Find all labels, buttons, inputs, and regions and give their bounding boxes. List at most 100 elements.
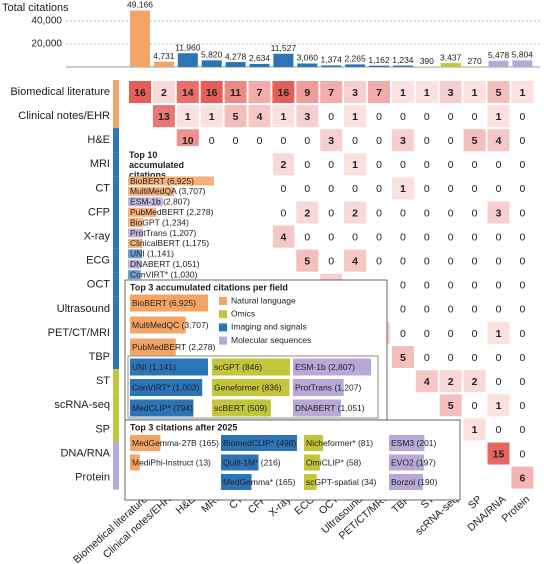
cell-label: 6 (519, 472, 525, 484)
cell-label: 4 (280, 231, 286, 243)
value-label: 11,960 (175, 42, 201, 52)
field-label: MedCLIP* (794) (132, 403, 193, 413)
cell (415, 370, 438, 393)
cell-label: 0 (376, 231, 382, 243)
cell (391, 81, 414, 103)
cell-label: 0 (209, 135, 215, 147)
value-label: 5,478 (488, 50, 510, 60)
top10-label: BioGPT (1,234) (130, 217, 189, 227)
cell-label: 3 (352, 87, 358, 99)
row-label: CFP (88, 206, 110, 218)
cell-label: 0 (496, 280, 502, 292)
cell-label: 1 (352, 159, 358, 171)
cell-label: 0 (233, 135, 239, 147)
top10-label: MultiMedQA (3,707) (130, 186, 206, 196)
field-label: UNI (1,141) (132, 362, 176, 372)
cell-label: 0 (519, 159, 525, 171)
cell-label: 7 (328, 87, 334, 99)
bar (369, 65, 389, 67)
cell-label: 0 (448, 352, 454, 364)
bar (440, 63, 461, 67)
legend-swatch (219, 297, 227, 305)
legend-label: Natural language (231, 295, 296, 305)
value-label: 4,731 (153, 51, 175, 61)
legend-label: Omics (231, 308, 255, 318)
cell (439, 394, 462, 417)
value-label: 1,374 (321, 55, 343, 65)
cell-label: 0 (472, 304, 478, 316)
cell-label: 5 (448, 400, 454, 412)
cell-label: 7 (257, 87, 263, 99)
cell-label: 0 (472, 183, 478, 195)
cell-label: 0 (448, 183, 454, 195)
cell (463, 370, 486, 393)
cell (320, 81, 343, 103)
cell-label: 11 (230, 87, 241, 99)
cell-label: 14 (182, 87, 194, 99)
cell-label: 0 (472, 352, 478, 364)
top10-label: ClinicalBERT (1,175) (130, 238, 209, 248)
top10-label: UNI (1,141) (130, 249, 174, 259)
cell-label: 1 (472, 424, 478, 436)
cell-label: 1 (472, 87, 478, 99)
cell-label: 5 (472, 135, 478, 147)
cell-label: 0 (496, 376, 502, 388)
cell-label: 0 (400, 328, 406, 340)
cell-label: 0 (472, 280, 478, 292)
field-title: Top 3 accumulated citations per field (130, 282, 288, 292)
group-strip (113, 320, 119, 346)
cell-label: 3 (496, 207, 502, 219)
legend-label: Imaging and signals (231, 322, 307, 332)
top10-label: ConVIRT* (1,030) (130, 269, 198, 279)
top10-bar (128, 197, 163, 207)
group-strip (113, 152, 119, 177)
cell-label: 0 (472, 159, 478, 171)
bar (225, 62, 246, 67)
recent-bar (304, 435, 324, 451)
cell-label: 0 (400, 255, 406, 267)
bar (153, 61, 174, 67)
group-strip (113, 104, 119, 129)
cell (320, 129, 343, 152)
cell-label: 9 (304, 87, 310, 99)
cell-label: 3 (400, 135, 406, 147)
bar (249, 63, 270, 67)
cell-label: 5 (233, 111, 239, 123)
row-label: CT (95, 182, 110, 194)
cell-label: 0 (424, 328, 430, 340)
cell-label: 4 (496, 135, 502, 147)
cell-label: 0 (424, 231, 430, 243)
recent-label: scGPT-spatial (34) (306, 477, 377, 487)
recent-label: MedGemma* (165) (223, 477, 295, 487)
cell-label: 0 (519, 207, 525, 219)
cell (487, 394, 510, 417)
recent-title: Top 3 citations after 2025 (130, 422, 237, 432)
cell-label: 0 (400, 231, 406, 243)
cell (415, 81, 438, 103)
cell-label: 0 (496, 424, 502, 436)
top10-label: BioBERT (6,925) (130, 176, 194, 186)
recent-bar (304, 474, 317, 490)
cell-label: 0 (496, 255, 502, 267)
cell-label: 0 (496, 159, 502, 171)
row-label: DNA/RNA (60, 447, 110, 459)
cell-label: 0 (424, 352, 430, 364)
field-label: PubMedBERT (2,278) (132, 342, 215, 352)
cell (463, 81, 486, 103)
bar (273, 53, 294, 67)
cell (176, 129, 199, 152)
cell-label: 0 (424, 255, 430, 267)
cell-label: 0 (280, 135, 286, 147)
row-label: SP (95, 423, 110, 435)
value-label: 2,265 (344, 54, 366, 64)
cell-label: 16 (278, 87, 290, 99)
cell-label: 1 (209, 111, 215, 123)
cell-label: 0 (519, 448, 525, 460)
cell (296, 249, 319, 272)
cell-label: 15 (493, 448, 505, 460)
cell-label: 0 (472, 328, 478, 340)
row-label: Ultrasound (57, 303, 110, 315)
value-label: 270 (468, 56, 482, 66)
recent-bar (389, 454, 424, 471)
recent-label: Borzoi (190) (391, 477, 437, 487)
